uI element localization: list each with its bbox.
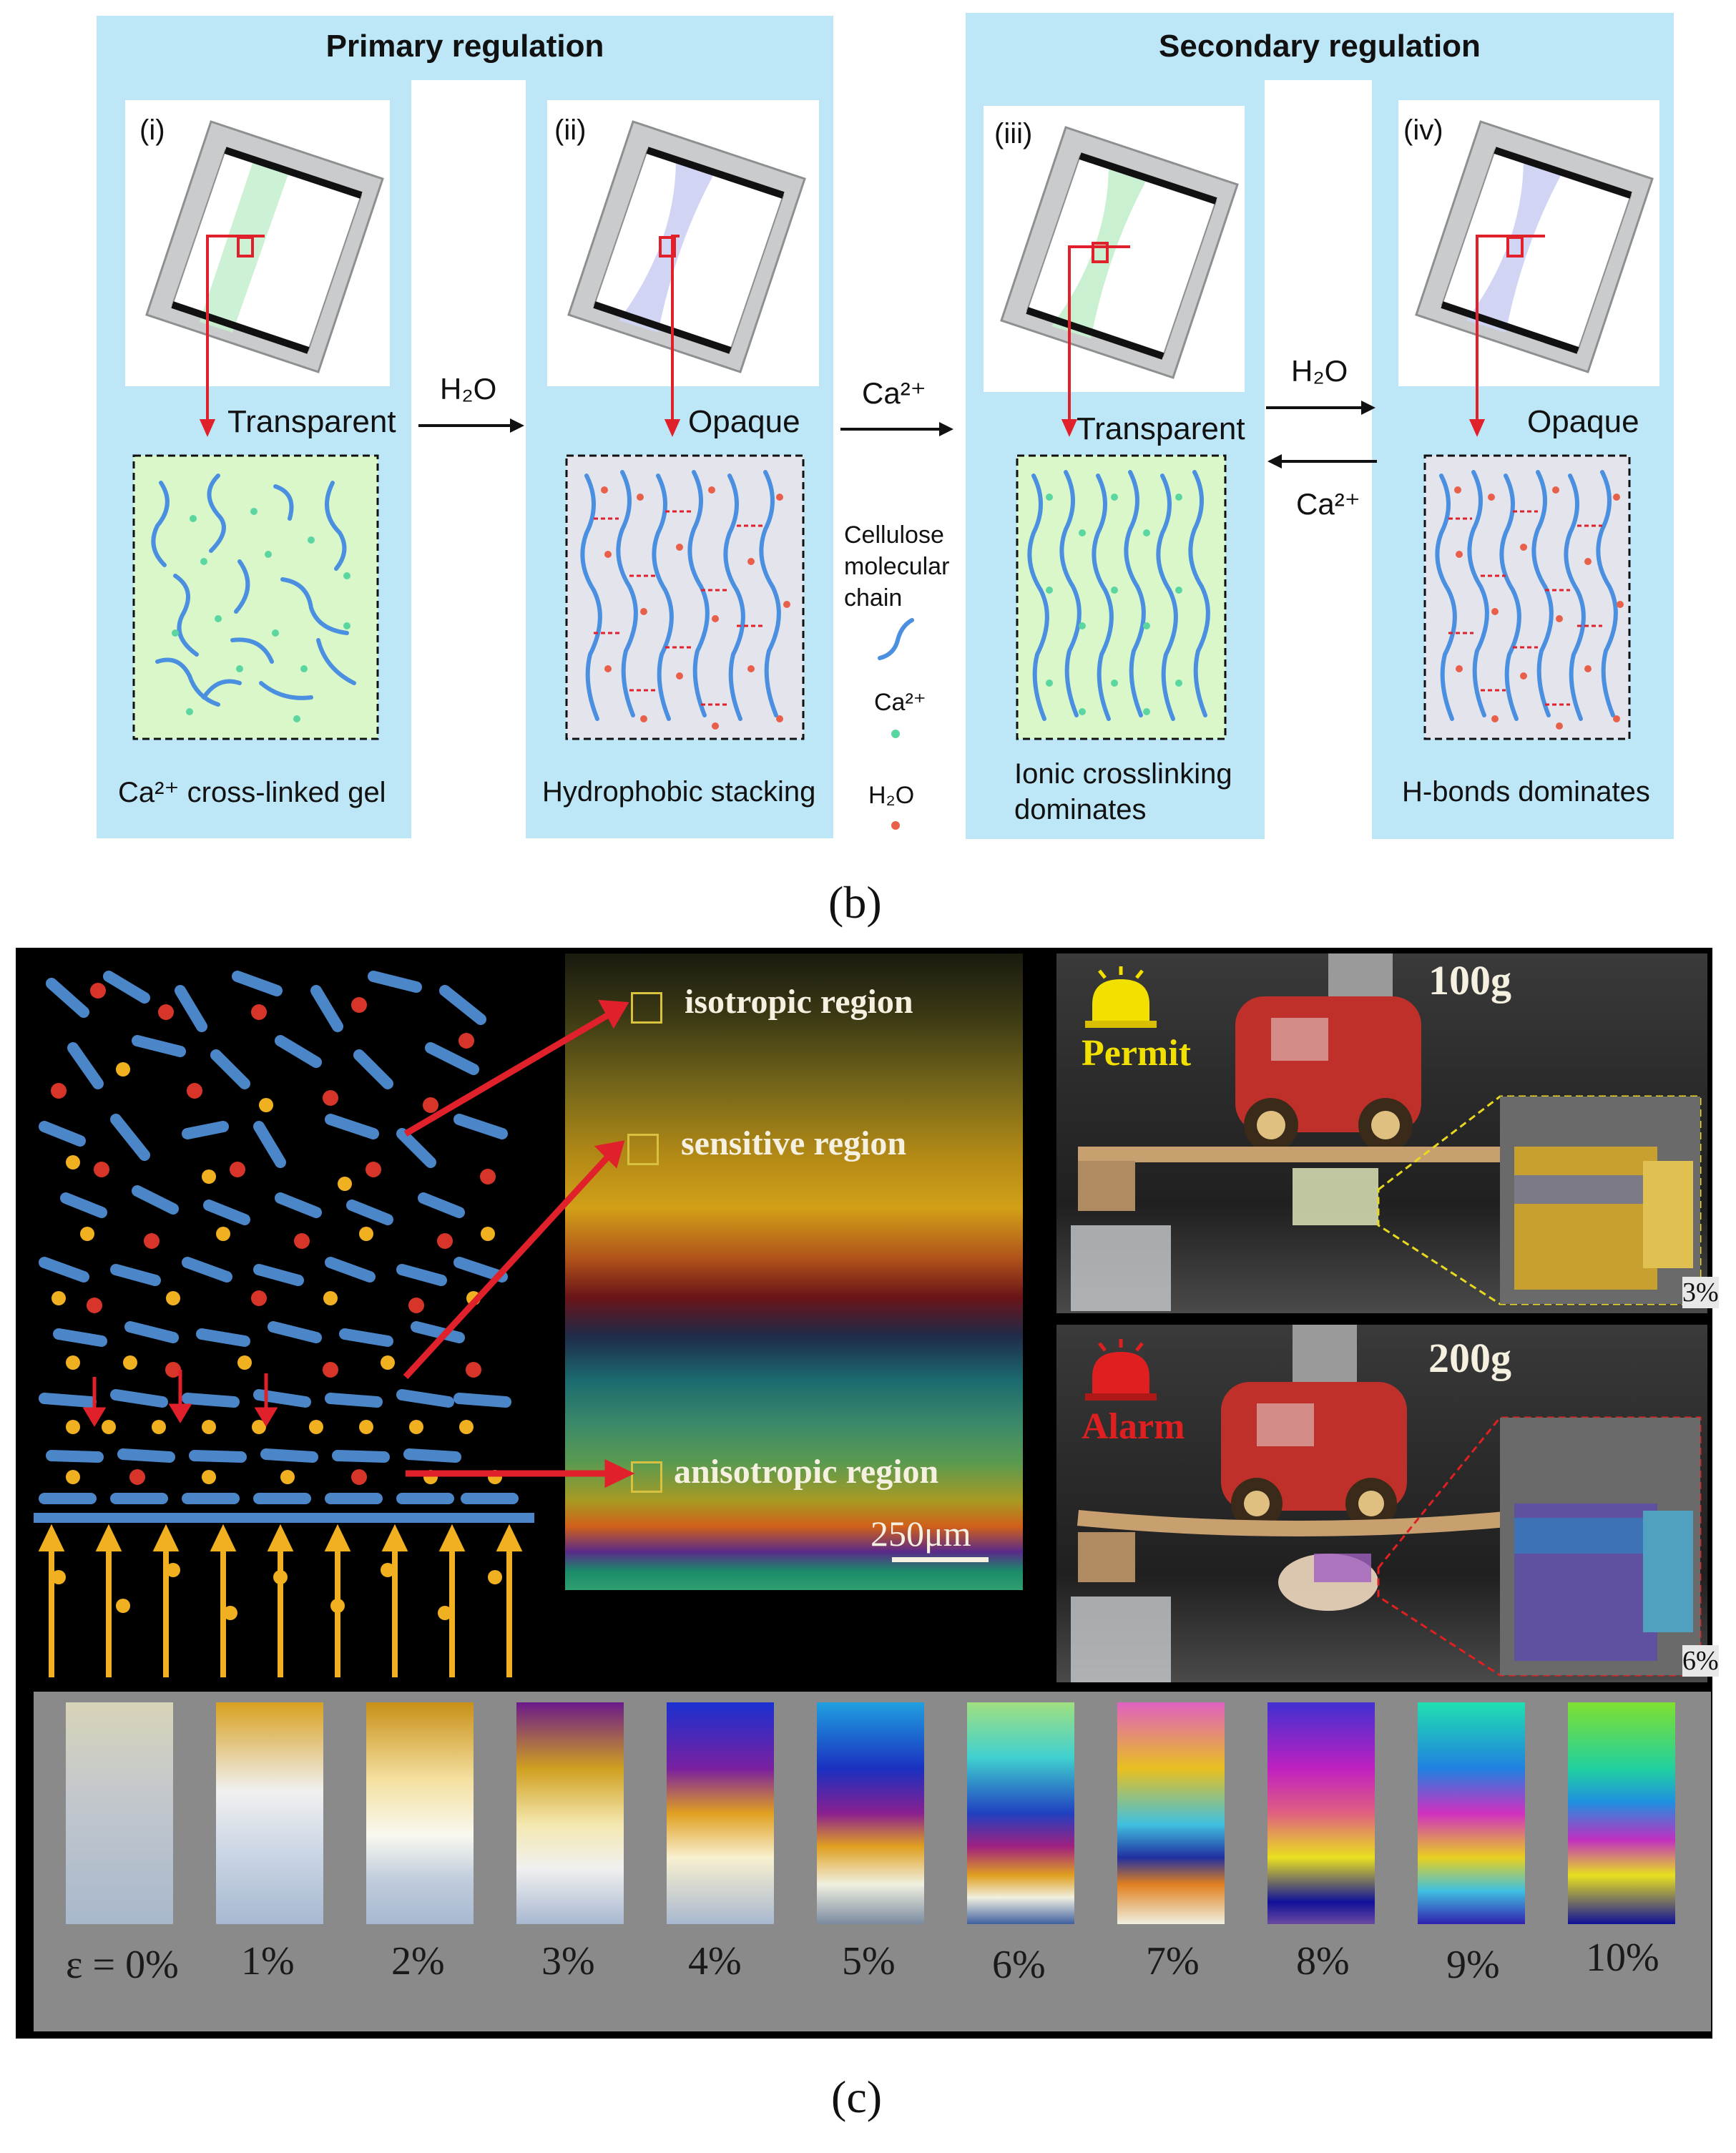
arrow-label-h2o-2: H₂O — [1291, 354, 1348, 388]
strain-label-1: 1% — [241, 1939, 295, 1983]
panel-b: Primary regulation Secondary regulation … — [0, 0, 1736, 930]
sensitive-region-label: sensitive region — [681, 1124, 907, 1162]
arrow-label-ca-1: Ca²⁺ — [862, 376, 926, 410]
molecular-box-i — [132, 454, 379, 740]
strain-swatch-4 — [667, 1702, 774, 1924]
strain-swatch-9 — [1418, 1702, 1525, 1924]
step-label-iv: (iv) — [1403, 114, 1443, 146]
permit-status-text: Permit — [1082, 1033, 1192, 1074]
panel-c: isotropic region sensitive region anisot… — [16, 948, 1719, 2039]
step-label-ii: (ii) — [554, 114, 587, 146]
step-label-i: (i) — [139, 114, 165, 146]
arrow-iv-to-iii — [1267, 454, 1377, 469]
strain-swatch-8 — [1267, 1702, 1375, 1924]
primary-panel-gap — [411, 80, 526, 840]
primary-regulation-title: Primary regulation — [325, 29, 604, 64]
state-label-i: Transparent — [227, 404, 396, 439]
caption-iii-line1: Ionic crosslinking — [1014, 758, 1232, 790]
strain-label-5: 5% — [842, 1939, 896, 1983]
inset-value-3pct: 3% — [1682, 1277, 1719, 1308]
molecular-box-ii — [565, 454, 805, 740]
legend-chain-line2: molecular — [844, 553, 950, 580]
weight-label-100g: 100g — [1428, 957, 1511, 1004]
state-label-iv: Opaque — [1527, 404, 1639, 439]
caption-iii-line2: dominates — [1014, 794, 1147, 825]
stretch-frame-iv — [1415, 120, 1654, 373]
legend-h2o-dot — [891, 821, 900, 830]
strain-label-0: ε = 0% — [66, 1943, 179, 1987]
alarm-light-icon — [1085, 1339, 1157, 1401]
strain-swatch-7 — [1117, 1702, 1225, 1924]
strain-swatch-1 — [216, 1702, 323, 1924]
photo-200g-drawing — [1071, 1325, 1702, 1682]
strain-label-2: 2% — [391, 1939, 445, 1983]
strain-swatch-2 — [366, 1702, 474, 1924]
legend-ca-dot — [891, 730, 900, 738]
molecular-box-iv — [1423, 454, 1631, 740]
strain-label-6: 6% — [992, 1943, 1046, 1987]
polarized-micrograph — [565, 953, 1023, 1590]
arrow-i-to-ii — [418, 418, 524, 433]
stretch-frame-iii — [1000, 126, 1239, 379]
arrow-iii-to-iv — [1266, 401, 1375, 415]
strain-label-8: 8% — [1296, 1939, 1350, 1983]
inset-value-6pct: 6% — [1682, 1645, 1719, 1677]
gradient-network-schematic — [34, 971, 534, 1677]
permit-light-icon — [1085, 966, 1157, 1028]
anisotropic-region-marker — [631, 1461, 662, 1493]
legend-chain-line1: Cellulose — [844, 521, 944, 549]
figure-label-c: (c) — [831, 2071, 883, 2122]
anisotropic-region-label: anisotropic region — [674, 1453, 939, 1491]
weight-label-200g: 200g — [1428, 1335, 1511, 1381]
secondary-regulation-title: Secondary regulation — [1159, 29, 1481, 64]
stretch-frame-i — [145, 120, 384, 373]
sensitive-region-marker — [627, 1134, 659, 1165]
caption-iv: H-bonds dominates — [1402, 776, 1650, 808]
strain-label-9: 9% — [1446, 1943, 1500, 1987]
strain-swatch-5 — [817, 1702, 924, 1924]
legend-h2o-label: H₂O — [868, 782, 915, 809]
photo-100g-drawing — [1071, 953, 1702, 1311]
strain-swatch-0 — [66, 1702, 173, 1924]
state-label-iii: Transparent — [1077, 411, 1245, 446]
scale-bar — [892, 1557, 989, 1562]
stretch-frame-ii — [567, 120, 806, 373]
arrow-ii-to-iii — [840, 422, 953, 436]
legend-chain-icon — [878, 618, 914, 660]
strain-swatch-3 — [516, 1702, 624, 1924]
legend-chain-line3: chain — [844, 584, 903, 612]
scale-bar-label: 250μm — [871, 1514, 971, 1554]
alarm-status-text: Alarm — [1082, 1406, 1185, 1447]
strain-swatch-10 — [1568, 1702, 1675, 1924]
arrow-label-h2o-1: H₂O — [440, 372, 497, 406]
strain-label-3: 3% — [541, 1939, 595, 1983]
caption-ii: Hydrophobic stacking — [542, 776, 816, 808]
strain-label-7: 7% — [1146, 1939, 1200, 1983]
arrow-label-ca-2: Ca²⁺ — [1296, 487, 1360, 521]
region-pointer-arrows — [403, 999, 635, 1489]
step-label-iii: (iii) — [994, 118, 1033, 149]
zoom-leader-lines — [199, 235, 1545, 437]
molecular-box-iii — [1016, 454, 1227, 740]
isotropic-region-marker — [631, 992, 662, 1024]
state-label-ii: Opaque — [688, 404, 800, 439]
strain-swatch-6 — [967, 1702, 1074, 1924]
legend-ca-label: Ca²⁺ — [874, 689, 926, 716]
strain-label-10: 10% — [1586, 1936, 1659, 1980]
strain-label-4: 4% — [688, 1939, 742, 1983]
figure-label-b: (b) — [828, 877, 882, 928]
isotropic-region-label: isotropic region — [685, 983, 913, 1021]
caption-i: Ca²⁺ cross-linked gel — [118, 777, 386, 808]
